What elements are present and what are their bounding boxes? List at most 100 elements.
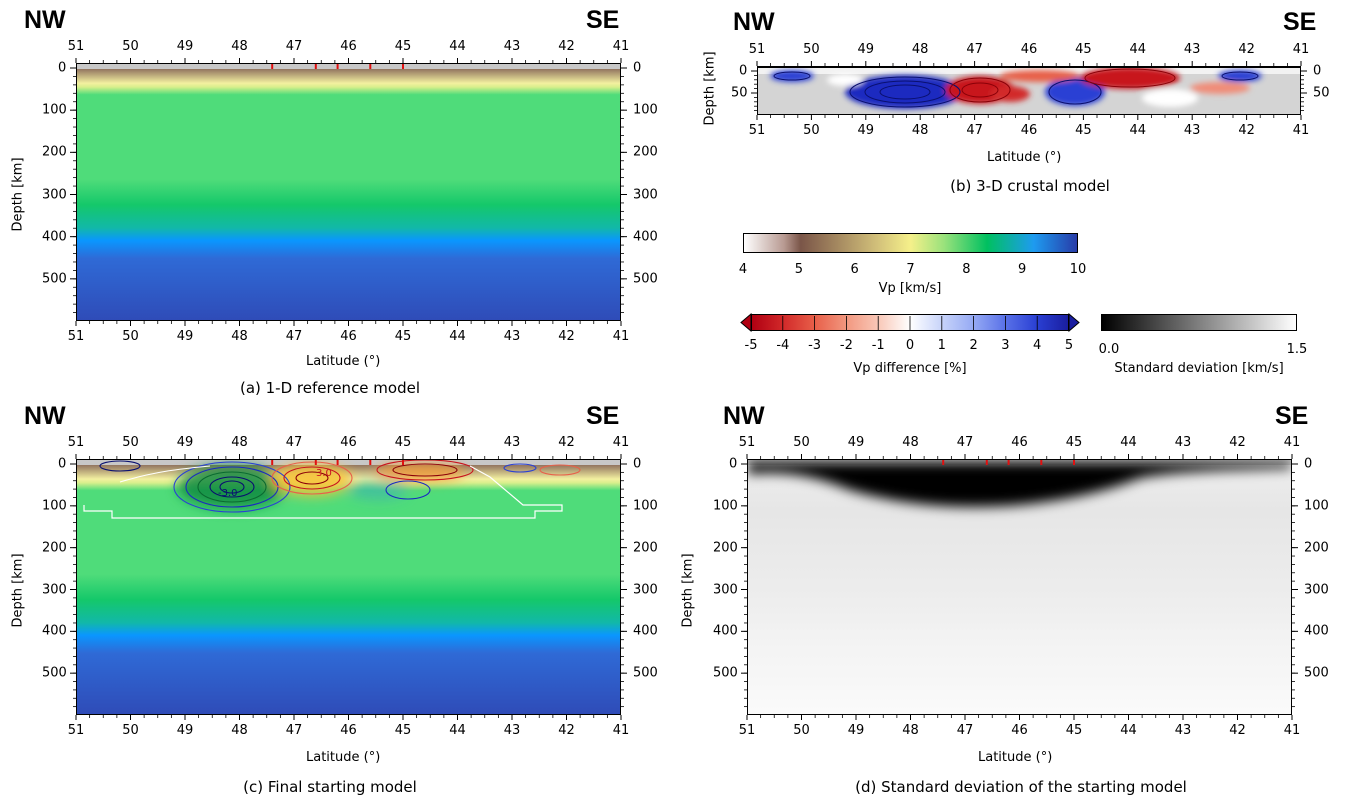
caption-b: (b) 3-D crustal model [950,177,1110,195]
lat-tick-label-top: 44 [449,435,466,450]
depth-tick-label-right: 400 [1304,623,1329,639]
depth-tick-label-right: 0 [1304,456,1313,472]
lat-tick-label-bottom: 46 [1020,123,1038,138]
lat-tick-label-bottom: 46 [1011,723,1028,738]
depth-tick-label-right: 0 [633,456,642,472]
station-marker [402,460,404,465]
lat-tick-label-bottom: 48 [911,123,929,138]
nw-label-a: NW [24,6,66,34]
depth-tick-label-left: 500 [42,271,67,287]
starting-model-anomalies-c [83,460,581,519]
axis-ticks [70,58,1307,720]
std-colorbar [1101,314,1297,331]
lat-tick-label-top: 43 [503,39,521,54]
se-label-a: SE [586,6,620,34]
vp-colorbar-tick: 10 [1069,262,1087,277]
caption-c: (c) Final starting model [243,778,417,796]
station-marker [314,460,317,465]
depth-tick-label-right: 300 [633,582,658,597]
lat-tick-label-top: 48 [231,435,248,450]
lat-tick-label-top: 45 [394,435,412,450]
lat-tick-label-bottom: 46 [340,329,357,344]
lat-tick-label-top: 48 [911,42,929,57]
depth-tick-label-right: 200 [633,144,658,160]
depth-tick-label-left: 100 [42,498,67,514]
lat-tick-label-top: 51 [67,39,85,54]
lat-tick-label-top: 44 [449,39,466,54]
lat-tick-label-top: 47 [956,435,974,450]
depth-tick-label-right: 200 [633,540,658,556]
station-marker [314,64,317,69]
vp-colorbar-tick: 5 [794,262,803,277]
lat-tick-label-bottom: 47 [285,723,303,738]
lat-tick-label-bottom: 45 [1065,723,1083,738]
lat-tick-label-bottom: 48 [231,329,248,344]
depth-tick-label-left: 200 [42,144,67,160]
station-marker [1007,460,1010,465]
nw-label-d: NW [723,402,765,430]
resolution-boundary [83,465,563,519]
depth-tick-label-left: 100 [713,498,738,514]
lat-tick-label-top: 49 [176,39,194,54]
lat-tick-label-bottom: 47 [285,329,303,344]
lat-tick-label-bottom: 44 [1129,123,1147,138]
station-markers [271,64,1075,465]
lat-tick-label-bottom: 50 [122,723,139,738]
lat-tick-label-top: 42 [558,39,575,54]
station-marker [985,460,988,465]
nw-label-c: NW [24,402,66,430]
lat-tick-label-bottom: 41 [612,329,630,344]
lat-tick-label-bottom: 43 [503,329,521,344]
station-marker [1073,460,1075,465]
lat-axis-label-a: Latitude (°) [306,354,381,369]
lat-tick-label-bottom: 44 [1120,723,1137,738]
lat-tick-label-bottom: 42 [1238,123,1255,138]
depth-tick-label-right: 50 [1313,85,1330,101]
depth-tick-label-left: 50 [731,85,748,101]
se-label-b: SE [1283,8,1317,36]
lat-tick-label-bottom: 42 [558,723,575,738]
contour-label-pos: 3.0 [316,468,332,479]
lat-tick-label-top: 44 [1120,435,1137,450]
lat-tick-label-bottom: 44 [449,329,466,344]
depth-tick-label-right: 500 [633,271,658,287]
station-marker [402,64,404,69]
vp-colorbar-tick: 7 [906,262,915,277]
lat-tick-label-bottom: 44 [449,723,466,738]
lat-tick-label-top: 45 [1075,42,1092,57]
lat-tick-label-bottom: 41 [612,723,630,738]
lat-tick-label-top: 50 [122,435,139,450]
depth-tick-label-right: 0 [633,60,642,76]
plot-c [76,459,621,715]
std-min-label: 0.0 [1098,342,1120,357]
depth-tick-label-right: 300 [1304,582,1329,597]
depth-tick-label-left: 500 [713,665,738,681]
depth-tick-label-left: 400 [42,229,67,245]
vp-diff-colorbar-tick: -4 [776,338,790,353]
station-marker [271,64,274,69]
caption-a: (a) 1-D reference model [239,379,421,397]
lat-tick-label-bottom: 45 [394,329,412,344]
lat-tick-label-top: 45 [394,39,412,54]
depth-tick-label-right: 200 [1304,540,1329,556]
lat-tick-label-bottom: 46 [340,723,357,738]
lat-tick-label-bottom: 49 [176,723,194,738]
lat-tick-label-top: 51 [738,435,756,450]
lat-tick-label-bottom: 51 [67,723,85,738]
depth-tick-label-left: 0 [58,60,67,76]
lat-tick-label-top: 51 [67,435,85,450]
vp-diff-colorbar-tick: -1 [871,338,885,353]
lat-tick-label-top: 42 [1229,435,1246,450]
depth-tick-label-right: 0 [1313,63,1322,79]
depth-tick-label-left: 300 [42,582,67,597]
lat-tick-label-bottom: 48 [231,723,248,738]
lat-tick-label-top: 41 [612,39,630,54]
lat-tick-label-top: 42 [558,435,575,450]
vp-diff-colorbar-tick: -3 [808,338,822,353]
lat-axis-label-c: Latitude (°) [306,750,381,765]
lat-tick-label-top: 44 [1129,42,1147,57]
lat-tick-label-top: 47 [966,42,983,57]
depth-tick-label-left: 100 [42,102,67,118]
vp-diff-colorbar-tick: 1 [937,338,946,353]
